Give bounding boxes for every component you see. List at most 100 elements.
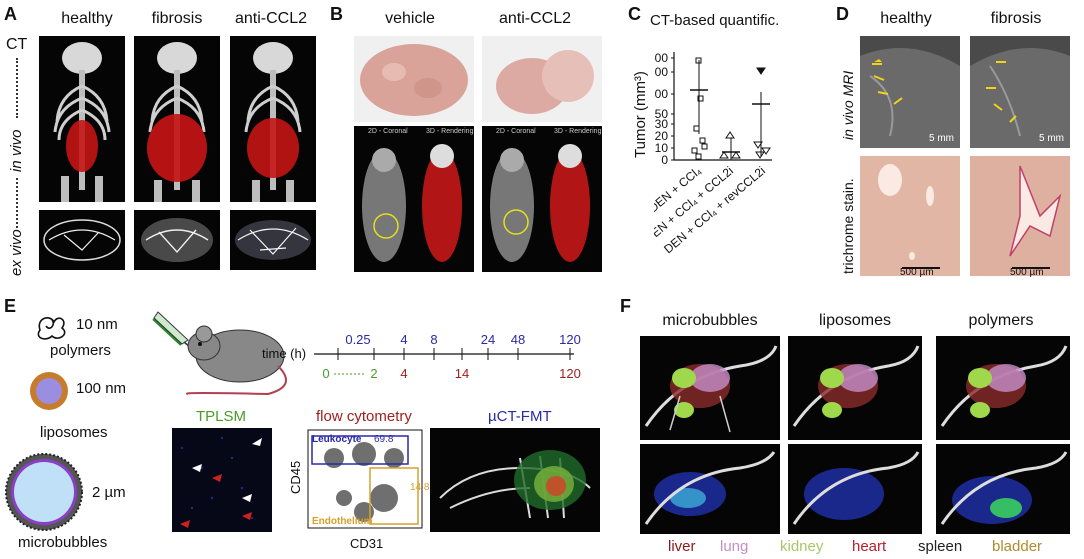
ct-scan-fibrosis (134, 36, 220, 202)
ct-caption: 2D - Coronal (496, 128, 536, 135)
flow-gate-leukocyte: Leukocyte (312, 434, 362, 445)
timeline-top-tick: 24 (481, 332, 495, 347)
liver-photo-anti-ccl2 (482, 36, 602, 122)
panel-c-label: C (628, 4, 641, 24)
method-flow: flow cytometry (316, 408, 412, 425)
chart-ylabel: Tumor (mm³) (632, 71, 649, 158)
ytick-label: 30 (655, 117, 669, 131)
trichrome-scale-label: 500 µm (900, 267, 934, 278)
ct-caption: 3D - Rendering (554, 128, 602, 135)
chart-title: CT-based quantific. (650, 12, 780, 29)
method-tplsm: TPLSM (196, 408, 247, 425)
ytick-label: 200 (654, 65, 668, 79)
polymer-icon (37, 317, 66, 340)
legend-kidney: kidney (780, 538, 824, 555)
organ-seg-microbubbles (640, 336, 780, 440)
exvivo-liver-fibrosis (134, 210, 220, 270)
trichrome-fibrosis: 500 µm (970, 156, 1070, 278)
ct-fmt-image (430, 428, 600, 532)
liposome-size: 100 nm (76, 380, 127, 397)
panel-a-col-anti-ccl2: anti-CCL2 (234, 10, 308, 27)
tumor-marker-circle (373, 213, 399, 239)
panel-a-row-ct: CT (6, 36, 28, 53)
ytick-label: 20 (655, 129, 669, 143)
mri-scale-label: 5 mm (1039, 133, 1064, 144)
panel-f-col-liposomes: liposomes (818, 312, 892, 329)
mri-fibrosis: 5 mm (970, 36, 1070, 148)
tumor-chart: 300 200 100 50 30 20 10 0 DE (654, 51, 772, 256)
group1-points (690, 57, 708, 160)
ytick-label: 300 (654, 51, 668, 65)
timeline-green-tick: 0 (322, 366, 329, 381)
panel-f-col-microbubbles: microbubbles (662, 312, 758, 329)
skeleton-render-fibrosis (147, 42, 207, 202)
ct-caption: 3D - Rendering (426, 128, 474, 135)
exvivo-liver-anti-ccl2 (230, 210, 316, 270)
polymer-name: polymers (50, 342, 111, 359)
microbubble-icon (5, 453, 83, 531)
flow-xaxis: CD31 (350, 536, 384, 551)
ct-caption: 2D - Coronal (368, 128, 408, 135)
mri-scale-label: 5 mm (929, 133, 954, 144)
ytick-label: 50 (655, 107, 669, 121)
trichrome-healthy: 500 µm (860, 156, 960, 278)
panel-a-dotted-divider-2 (16, 178, 19, 228)
timeline-top-tick: 8 (430, 332, 437, 347)
tumor-marker-circle (503, 209, 529, 235)
timeline-top-tick: 4 (400, 332, 407, 347)
panel-b-col-vehicle: vehicle (385, 10, 435, 27)
panel-d-row-stain: trichrome stain. (840, 178, 856, 274)
panel-e-label: E (4, 296, 17, 316)
organ-seg-liposomes (788, 336, 922, 440)
panel-a-dotted-divider (16, 58, 19, 118)
legend-liver: liver (668, 538, 696, 555)
panel-a-label: A (4, 4, 17, 24)
ct-vehicle: 2D - Coronal 3D - Rendering (354, 126, 474, 272)
skeleton-render-anti-ccl2 (244, 42, 302, 202)
flow-yaxis: CD45 (288, 460, 303, 494)
timeline-top-tick: 120 (559, 332, 581, 347)
method-ctfmt: µCT-FMT (488, 408, 552, 425)
group3-points (752, 67, 771, 159)
timeline: time (h) 0.25 4 8 24 48 120 0 2 4 14 120 (262, 332, 581, 381)
legend-spleen: spleen (918, 538, 963, 555)
timeline-red-tick: 14 (455, 366, 469, 381)
flow-cytometry-plot: Leukocyte 69.8 14.8 Endothelium (304, 428, 429, 532)
flow-gate-leukocyte-value: 69.8 (374, 434, 394, 445)
tplsm-image (172, 428, 272, 532)
legend-lung: lung (720, 538, 749, 555)
group2-points (719, 131, 741, 160)
liver-photo-vehicle (354, 36, 474, 122)
ct-scan-anti-ccl2 (230, 36, 316, 202)
fluorescence-liposomes (788, 444, 922, 534)
timeline-green-tick: 2 (370, 366, 377, 381)
panel-b-col-anti-ccl2: anti-CCL2 (498, 10, 572, 27)
trichrome-scale-label: 500 µm (1010, 267, 1044, 278)
microbubble-name: microbubbles (18, 534, 108, 551)
panel-a-row-invivo: in vivo (8, 129, 25, 172)
ytick-label: 0 (661, 153, 668, 167)
ct-scan-healthy (39, 36, 125, 202)
organ-seg-polymers (936, 336, 1070, 440)
liposome-icon (30, 372, 68, 410)
exvivo-liver-healthy (39, 210, 125, 270)
flow-gate-endothelium-value: 14.8 (410, 482, 430, 493)
ytick-label: 100 (654, 87, 668, 101)
mri-healthy: 5 mm (860, 36, 960, 148)
timeline-label: time (h) (262, 346, 306, 361)
polymer-size: 10 nm (76, 316, 118, 333)
timeline-red-tick: 120 (559, 366, 581, 381)
microbubble-size: 2 µm (92, 484, 126, 501)
panel-d-col-healthy: healthy (880, 10, 932, 27)
panel-d-row-mri: in vivo MRI (840, 70, 856, 140)
panel-f-col-polymers: polymers (968, 312, 1034, 329)
panel-a-col-fibrosis: fibrosis (151, 10, 203, 27)
panel-a-row-exvivo: ex vivo (8, 229, 25, 276)
panel-d-label: D (836, 4, 849, 24)
liposome-name: liposomes (40, 424, 108, 441)
ct-anti-ccl2: 2D - Coronal 3D - Rendering (482, 126, 602, 272)
fluorescence-microbubbles (640, 444, 780, 534)
panel-d-col-fibrosis: fibrosis (990, 10, 1042, 27)
panel-a-col-healthy: healthy (61, 10, 113, 27)
panel-b-label: B (330, 4, 343, 24)
